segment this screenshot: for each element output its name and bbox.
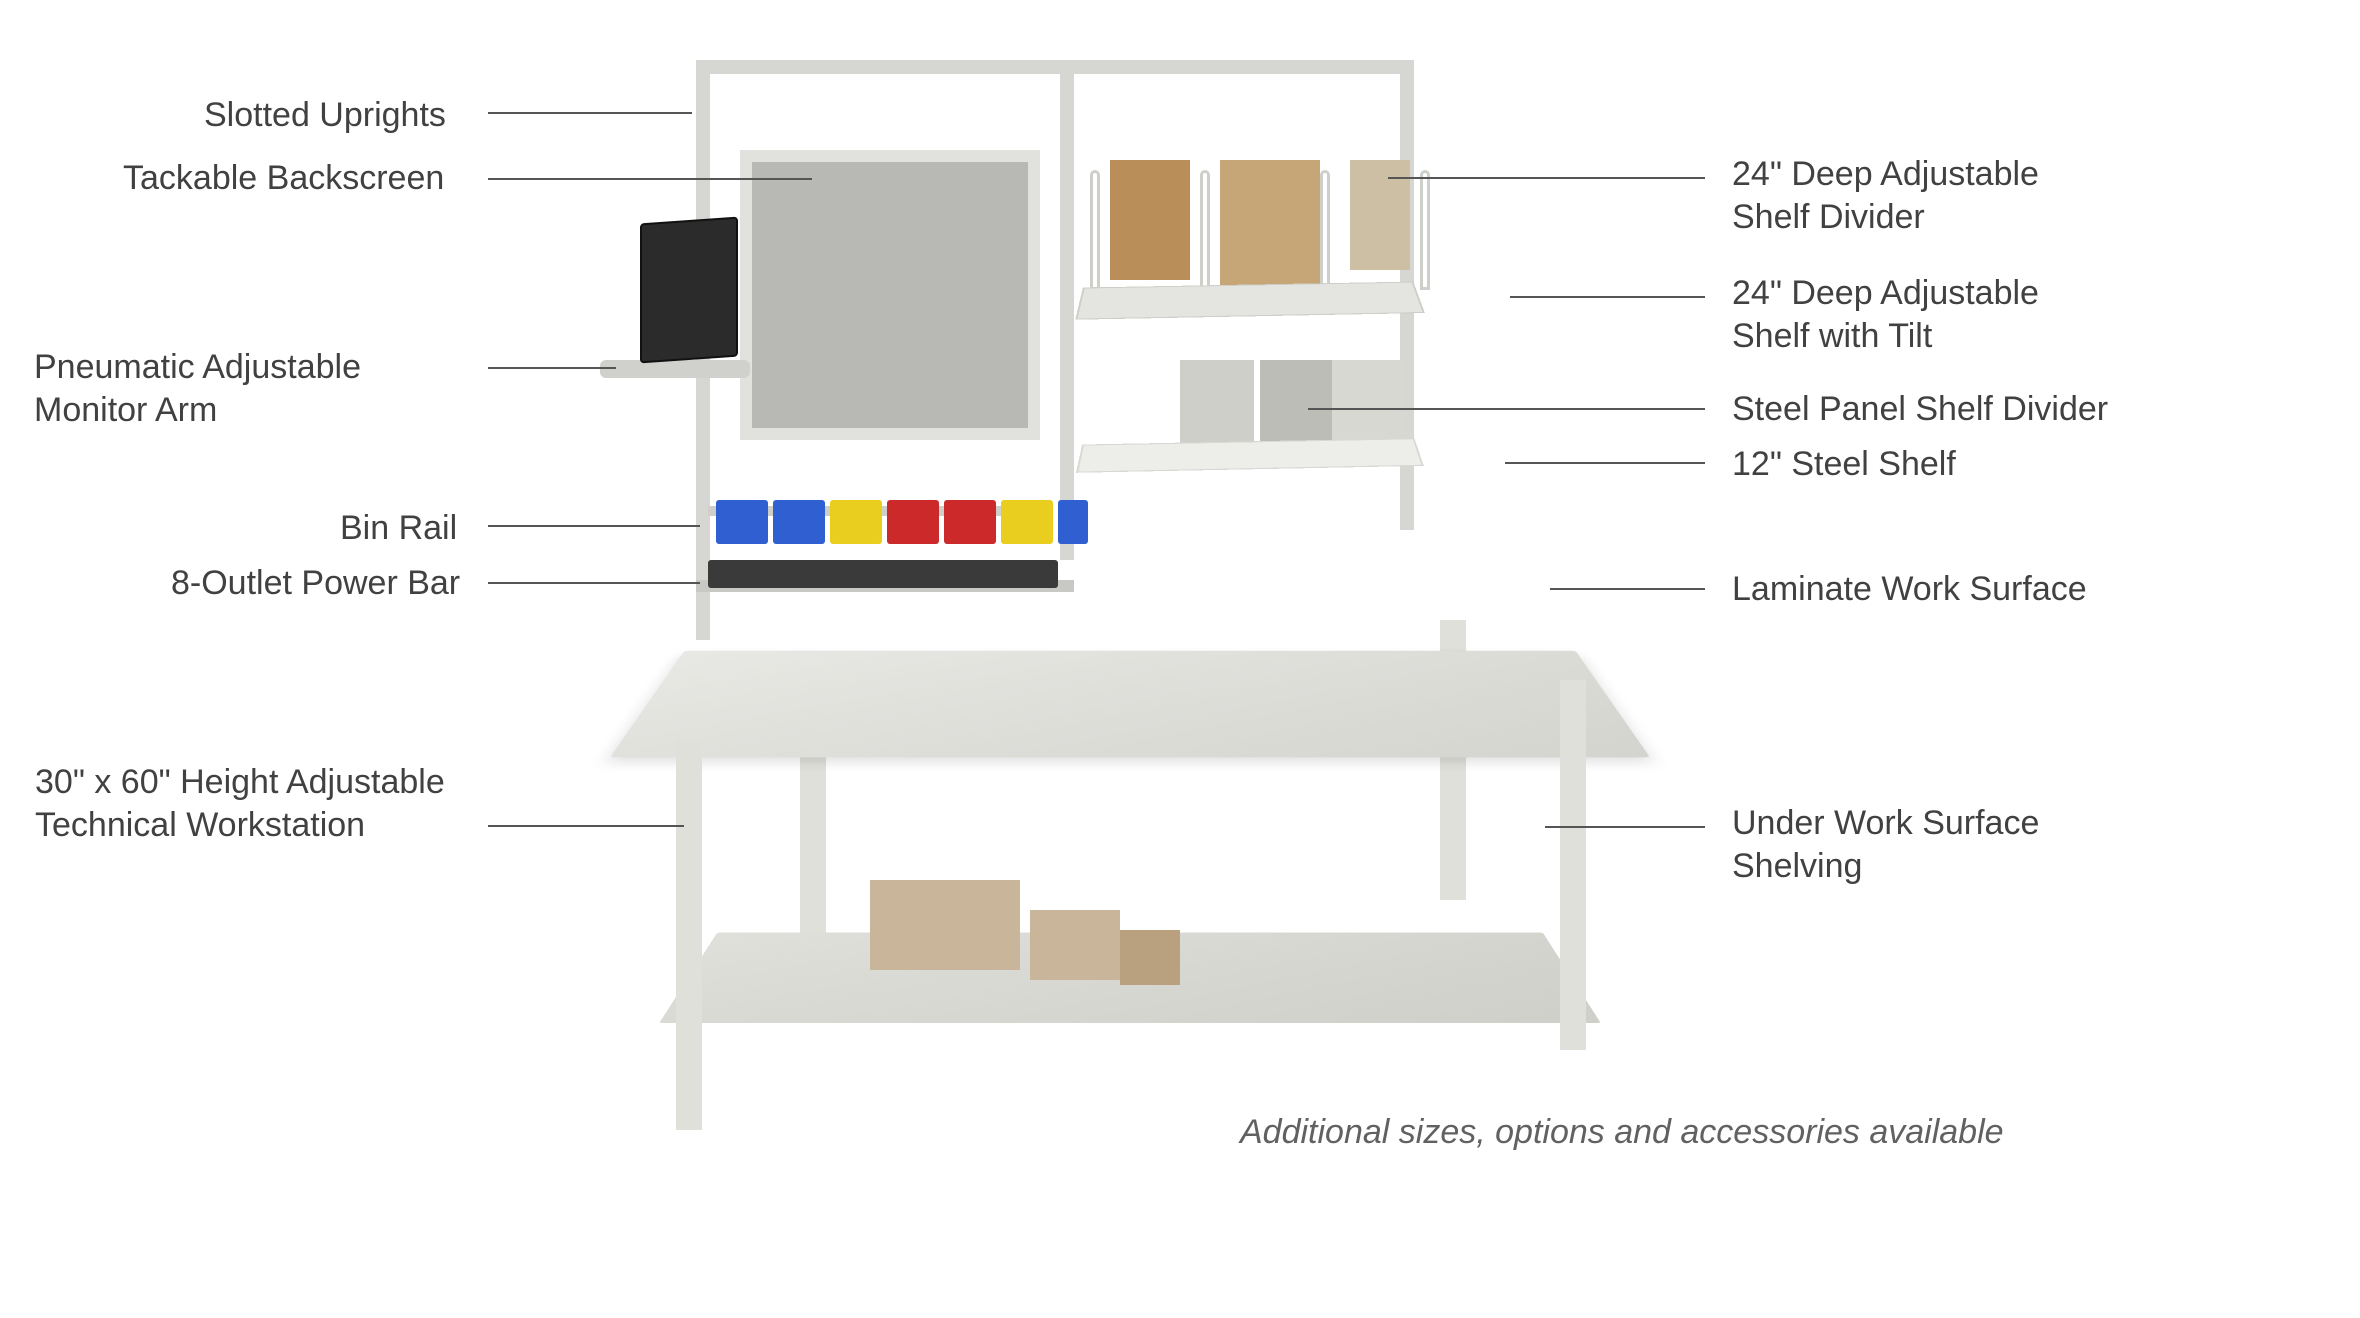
- leader-power_bar: [488, 582, 700, 584]
- table-leg: [1560, 680, 1586, 1050]
- caption: Additional sizes, options and accessorie…: [1240, 1110, 2004, 1154]
- leader-slotted_uprights: [488, 112, 692, 114]
- callout-steel_divider: Steel Panel Shelf Divider: [1732, 388, 2108, 431]
- steel-shelf: [1076, 438, 1424, 473]
- slotted-upright: [1060, 60, 1074, 560]
- leader-steel_shelf: [1505, 462, 1705, 464]
- frame-top-bar: [1060, 60, 1414, 74]
- bin: [887, 500, 939, 544]
- callout-shelf_divider: 24" Deep Adjustable Shelf Divider: [1732, 153, 2039, 238]
- callout-monitor_arm: Pneumatic Adjustable Monitor Arm: [34, 346, 361, 431]
- leader-bin_rail: [488, 525, 700, 527]
- work-surface: [610, 651, 1650, 758]
- monitor-arm: [600, 360, 750, 378]
- leader-steel_divider: [1308, 408, 1705, 410]
- shelf-divider: [1200, 170, 1210, 290]
- product-illustration: [660, 60, 1620, 1160]
- callout-power_bar: 8-Outlet Power Bar: [171, 562, 460, 605]
- callout-steel_shelf: 12" Steel Shelf: [1732, 443, 1956, 486]
- monitor: [640, 217, 738, 364]
- bin: [716, 500, 768, 544]
- shelf-item: [1180, 360, 1254, 448]
- frame-top-bar: [696, 60, 1074, 74]
- bin: [1001, 500, 1053, 544]
- callout-slotted_uprights: Slotted Uprights: [204, 94, 446, 137]
- box: [870, 880, 1020, 970]
- leader-work_surface: [1550, 588, 1705, 590]
- callout-bin_rail: Bin Rail: [340, 507, 457, 550]
- bin: [944, 500, 996, 544]
- shelf-divider: [1320, 170, 1330, 290]
- cardboard-panel: [1110, 160, 1190, 280]
- callout-under_shelf: Under Work Surface Shelving: [1732, 802, 2039, 887]
- box: [1030, 910, 1120, 980]
- leader-tackable_backscreen: [488, 178, 812, 180]
- callout-work_surface: Laminate Work Surface: [1732, 568, 2087, 611]
- box: [1120, 930, 1180, 985]
- bin: [773, 500, 825, 544]
- shelf-item: [1332, 360, 1406, 448]
- callout-tackable_backscreen: Tackable Backscreen: [123, 157, 444, 200]
- shelf-item: [1260, 360, 1334, 448]
- leader-shelf_divider: [1388, 177, 1705, 179]
- tilt-shelf: [1075, 282, 1425, 320]
- callout-workstation: 30" x 60" Height Adjustable Technical Wo…: [35, 761, 445, 846]
- tackable-backscreen: [740, 150, 1040, 440]
- leader-shelf_tilt: [1510, 296, 1705, 298]
- power-bar: [708, 560, 1058, 588]
- shelf-divider: [1420, 170, 1430, 290]
- leader-monitor_arm: [488, 367, 616, 369]
- table-leg: [676, 740, 702, 1130]
- bin: [1058, 500, 1088, 544]
- bin: [830, 500, 882, 544]
- leader-workstation: [488, 825, 684, 827]
- leader-under_shelf: [1545, 826, 1705, 828]
- callout-shelf_tilt: 24" Deep Adjustable Shelf with Tilt: [1732, 272, 2039, 357]
- shelf-divider: [1090, 170, 1100, 290]
